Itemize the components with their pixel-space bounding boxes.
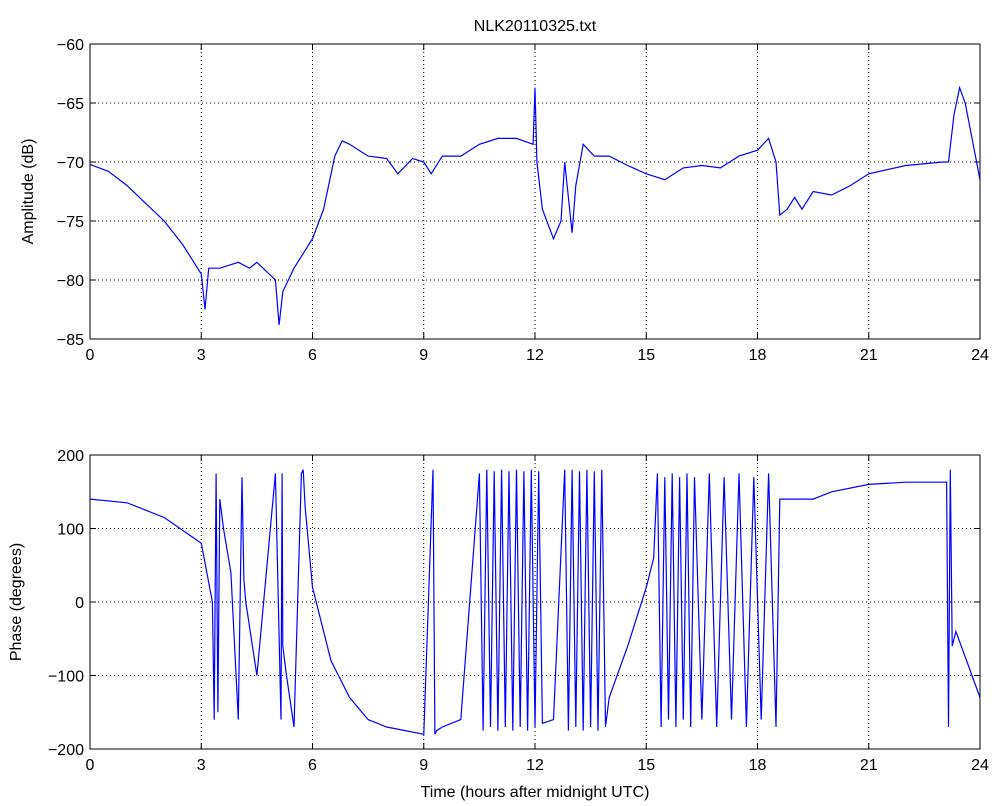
x-tick-label: 6 [308, 757, 317, 774]
x-tick-label: 21 [860, 757, 878, 774]
y-axis-label: Amplitude (dB) [20, 139, 37, 245]
x-tick-label: 12 [526, 347, 544, 364]
series-line-phase [89, 469, 981, 736]
y-tick-label: −80 [57, 273, 84, 290]
x-tick-label: 21 [860, 347, 878, 364]
y-tick-label: 200 [57, 448, 84, 465]
series-line-amplitude [89, 85, 981, 325]
x-tick-label: 15 [637, 757, 655, 774]
axes-1: 0 3 6 9 12 15 18 21 24 −85 −80 −75 −70 −65 −60 NLK20110… [20, 18, 989, 364]
x-tick-label: 3 [197, 347, 206, 364]
x-tick-label: 18 [749, 347, 767, 364]
y-tick-label: −70 [57, 155, 84, 172]
x-tick-label: 15 [637, 347, 655, 364]
y-tick-label: −75 [57, 214, 84, 231]
x-axis-label: Time (hours after midnight UTC) [421, 784, 650, 801]
x-tick-label: 0 [86, 347, 95, 364]
x-tick-label: 3 [197, 757, 206, 774]
y-tick-label: −85 [57, 332, 84, 349]
x-tick-label: 9 [419, 347, 428, 364]
chart-title: NLK20110325.txt [474, 18, 597, 35]
x-tick-label: 0 [86, 757, 95, 774]
y-tick-label: −200 [48, 742, 84, 759]
axes-frame [89, 454, 981, 750]
y-axis-label: Phase (degrees) [8, 543, 25, 661]
y-tick-label: 0 [75, 595, 84, 612]
x-tick-label: 6 [308, 347, 317, 364]
x-tick-label: 24 [971, 347, 989, 364]
axes-2: 0 3 6 9 12 15 18 21 24 −200 −100 0 100 200 Time (hours… [8, 448, 989, 801]
x-tick-label: 24 [971, 757, 989, 774]
y-tick-label: 100 [57, 522, 84, 539]
axes-frame [89, 43, 981, 340]
y-tick-label: −100 [48, 669, 84, 686]
y-tick-label: −65 [57, 96, 84, 113]
y-tick-label: −60 [57, 37, 84, 54]
x-tick-label: 9 [419, 757, 428, 774]
x-tick-label: 12 [526, 757, 544, 774]
x-tick-label: 18 [749, 757, 767, 774]
